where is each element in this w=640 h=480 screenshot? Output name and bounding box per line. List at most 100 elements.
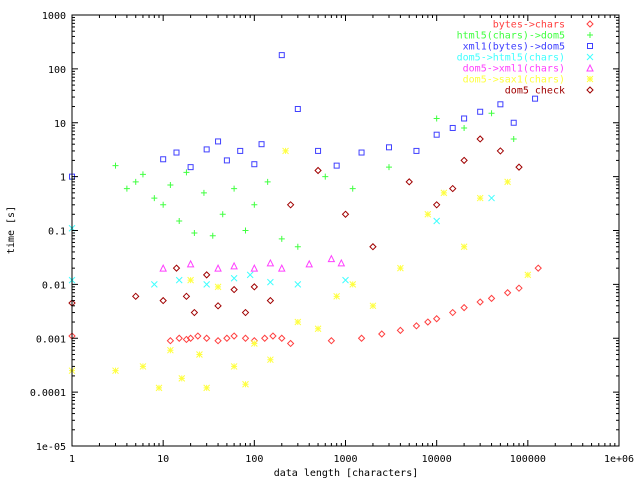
data-point [385,144,392,151]
legend-marker [586,63,594,72]
data-point [112,367,119,375]
legend-marker [587,32,593,38]
data-point [294,243,301,250]
data-point [242,227,249,234]
legend-marker [586,53,594,61]
data-point [200,189,207,196]
data-point [237,147,244,154]
data-point [405,178,413,186]
data-point [294,105,301,112]
data-point [219,211,226,218]
legend-label: xml1(bytes)->dom5 [463,42,565,53]
data-point [155,384,163,392]
data-point [159,296,167,305]
y-tick-label: 1000 [42,11,66,22]
data-point [524,271,532,279]
x-tick-label: 1000 [333,454,357,465]
y-tick-label: 0.0001 [30,388,66,399]
data-point [160,201,167,208]
x-tick-label: 1e+06 [604,454,634,465]
data-point [194,332,202,340]
data-point [187,164,194,171]
data-point [230,261,238,270]
y-tick-label: 0.1 [48,227,66,238]
data-point [385,164,392,171]
data-point [515,163,523,171]
data-point [515,284,523,292]
data-point [449,124,456,131]
data-point [241,334,250,342]
data-point [510,135,517,142]
data-point [286,201,295,209]
series-2 [69,52,539,180]
data-point [369,302,377,310]
data-point [412,322,421,330]
data-point [202,271,211,279]
data-point [167,346,174,354]
data-point [250,340,258,347]
data-point [504,178,511,186]
data-point [251,201,258,208]
data-point [461,115,468,122]
legend-label: dom5 check [505,86,565,97]
y-tick-label: 10 [54,119,66,130]
data-point [349,185,356,192]
data-point [230,285,238,294]
data-point [251,161,258,168]
data-point [266,258,275,267]
data-point [277,264,286,272]
data-point [433,131,440,138]
data-point [461,124,468,131]
data-point [123,185,130,192]
data-point [327,254,336,263]
data-point [487,294,496,303]
x-tick-label: 10000 [422,454,452,465]
data-point [230,332,238,340]
series-6 [68,135,523,317]
data-point [173,149,180,156]
data-point [139,171,146,178]
data-point [496,147,505,155]
legend-marker [586,75,594,83]
y-axis-label: time [s] [6,206,17,254]
data-point [139,363,147,370]
y-tick-label: 1 [60,173,66,184]
data-point [266,296,275,305]
legend-label: bytes->chars [493,20,565,31]
y-tick-label: 100 [48,65,66,76]
data-point [342,276,349,284]
x-tick-label: 100 [245,454,263,465]
data-point [214,337,222,345]
data-point [357,334,366,342]
data-point [333,292,341,300]
legend-marker [586,86,594,94]
data-point [314,325,322,333]
data-point [112,162,119,169]
data-points [68,52,542,392]
data-point [203,281,211,288]
data-point [267,278,274,286]
legend: bytes->charshtml5(chars)->dom5xml1(bytes… [457,20,594,97]
x-tick-label: 1 [69,454,75,465]
data-point [476,298,484,306]
legend-label: html5(chars)->dom5 [457,31,565,42]
data-point [209,232,216,239]
y-tick-label: 0.01 [42,280,66,291]
series-0 [68,264,542,348]
x-tick-label: 100000 [510,454,546,465]
data-point [132,178,139,185]
data-point [215,138,222,145]
data-point [186,259,195,268]
data-point [175,334,183,342]
data-point [203,146,210,153]
data-point [269,332,277,340]
data-point [183,169,190,176]
legend-label: dom5->html5(chars) [457,53,565,64]
data-point [510,119,517,126]
data-point [424,210,432,218]
data-point [477,108,484,115]
data-point [214,283,222,291]
data-point [432,201,441,209]
data-point [534,264,542,272]
data-point [460,243,468,251]
